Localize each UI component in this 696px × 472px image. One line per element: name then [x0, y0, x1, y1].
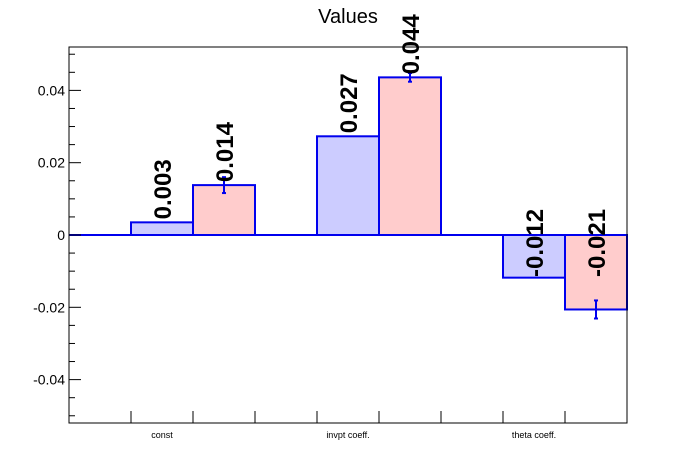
bar: [378, 76, 442, 236]
x-tick-label: invpt coeff.: [326, 430, 369, 440]
data-label: 0.014: [212, 121, 239, 182]
y-tick-label: 0.04: [38, 82, 65, 98]
bar: [316, 135, 380, 236]
data-label: -0.021: [584, 209, 611, 277]
y-tick-label: -0.02: [33, 299, 65, 315]
bar: [130, 221, 194, 237]
y-tick-label: 0.02: [38, 155, 65, 171]
data-label: 0.027: [336, 73, 363, 133]
y-tick-label: 0: [57, 227, 65, 243]
x-tick-label: theta coeff.: [512, 430, 556, 440]
data-label: 0.003: [150, 159, 177, 219]
data-label: 0.044: [398, 14, 425, 75]
y-tick-label: -0.04: [33, 372, 65, 388]
x-tick-label: const: [151, 430, 173, 440]
chart-title: Values: [318, 6, 378, 28]
data-label: -0.012: [522, 209, 549, 277]
